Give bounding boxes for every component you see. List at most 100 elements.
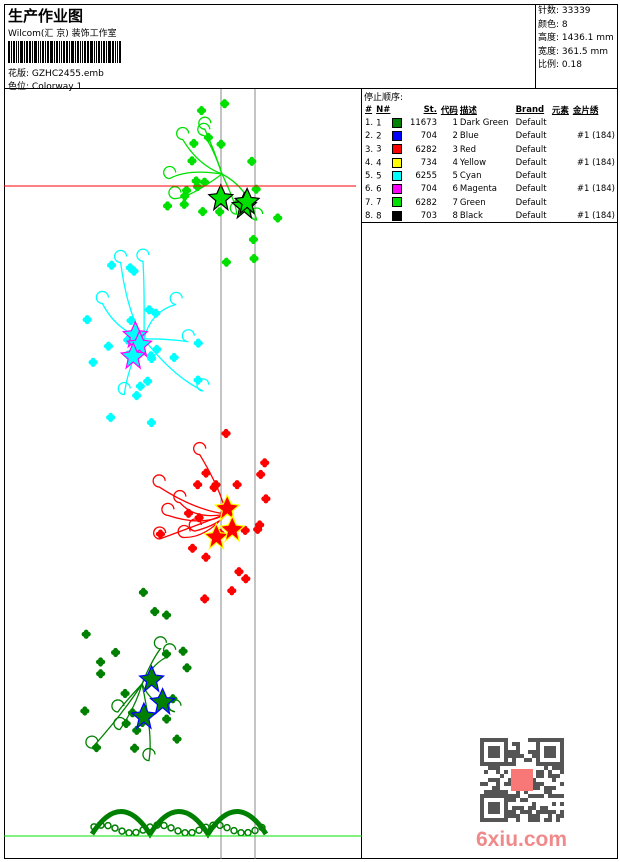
darkgreen-motif-vine [111,683,143,713]
embroidery-artwork [4,89,362,859]
cyan-motif-leaf [195,338,201,344]
green-motif-leaf [199,105,204,111]
darkgreen-motif-flower [149,687,176,716]
cyan-motif-leaf [131,266,137,272]
cyan-motif-leaf [127,263,133,268]
color-code: 3 [452,144,458,155]
green-motif-leaf [218,139,224,145]
element [551,196,572,209]
cyan-motif-leaf [109,260,114,266]
green-motif-leaf [224,257,229,263]
darkgreen-motif-leaf [174,734,180,740]
red-motif-vine [161,502,227,522]
red-motif-leaf [263,494,269,500]
brand: Default [515,144,547,155]
column-header: 描述 [459,105,477,116]
brand: Default [515,197,547,208]
cyan-motif-leaf [148,351,154,357]
cyan-motif-leaf [90,357,96,363]
row-index: 4. [365,157,374,168]
border-lace [139,826,147,834]
stitch-count: 6282 [415,144,437,155]
brand: Default [515,157,547,168]
color-swatch [392,210,403,221]
stitch-count: 针数: 33339 [538,6,591,16]
border-lace [251,826,259,835]
red-motif-leaf [203,468,209,474]
green-motif-leaf [165,201,170,207]
darkgreen-motif-leaf [122,688,128,694]
border-lace [153,821,161,829]
darkgreen-motif-leaf [164,714,170,720]
column-header: Brand [515,104,545,115]
cyan-motif-vine [143,291,183,340]
stitch-count: 6255 [415,171,437,182]
color-swatch [392,184,403,195]
red-motif-flower [218,514,246,543]
watermark-logo: 6xiu.com [476,828,568,851]
stitch-count: 734 [420,157,437,168]
row-index: 6. [365,184,374,195]
stitch-count: 704 [420,131,437,142]
green-motif-leaf [202,177,207,183]
stamp-seal [511,769,533,791]
border-lace [230,826,238,835]
border-lace [174,827,182,835]
cyan-motif-leaf [134,391,140,396]
cyan-motif-leaf [154,344,160,350]
darkgreen-motif-vine [113,683,143,731]
border-lace [118,827,126,835]
border-lace [195,826,203,835]
color-swatch [392,144,403,155]
color-row: 5. 5 6255 5 Cyan Default [364,169,616,182]
color-description: Dark Green [459,117,509,128]
element [551,183,572,196]
cyan-motif-flower [126,329,153,358]
design-height: 高度: 1436.1 mm [538,33,614,43]
border-lace [181,829,189,837]
darkgreen-motif-leaf [94,743,99,748]
green-motif-flower [207,183,235,212]
color-description: Blue [459,131,479,142]
border-lace [111,824,119,832]
brand: Default [515,171,547,182]
brand: Default [515,131,547,142]
green-motif-leaf [249,156,255,162]
stitch-count: 6282 [415,197,437,208]
cyan-motif-leaf [137,381,143,387]
green-motif-leaf [200,207,206,212]
needle-number: 7 [375,196,406,209]
stitch-count: 703 [420,211,437,222]
green-motif-leaf [217,207,223,213]
color-swatch [392,170,403,181]
green-motif-vine [221,173,264,221]
color-row: 6. 6 704 6 Magenta Default #1 (184) [364,183,616,196]
border-lace [223,823,231,832]
red-motif-vine [193,441,227,515]
needle-number: 4 [375,156,406,169]
green-motif-vine [197,122,223,175]
sequin: #1 (184) [576,131,615,142]
cyan-motif-leaf [171,352,177,358]
red-motif-leaf [158,529,163,535]
design-file: 花版: GZHC2455.emb [8,66,104,79]
red-motif-vine [152,474,227,515]
border-lace [146,823,154,831]
needle-number: 6 [375,183,406,196]
company-name: Wilcom(汇 京) 装饰工作室 [8,29,117,39]
needle-number: 5 [375,169,406,182]
qr-code [480,738,565,823]
sequin [572,196,616,209]
green-motif-leaf [222,99,227,104]
page-title: 生产作业图 [8,7,84,25]
needle-number: 3 [375,143,406,156]
column-header: 代码 [440,105,458,116]
green-motif-vine [198,116,223,175]
green-motif-leaf [181,199,187,205]
row-index: 3. [365,144,374,155]
red-motif-leaf [186,508,191,514]
red-motif-flower [213,493,241,522]
darkgreen-motif-vine [141,636,168,685]
design-value: GZHC2455.emb [31,69,104,79]
element [551,116,572,129]
